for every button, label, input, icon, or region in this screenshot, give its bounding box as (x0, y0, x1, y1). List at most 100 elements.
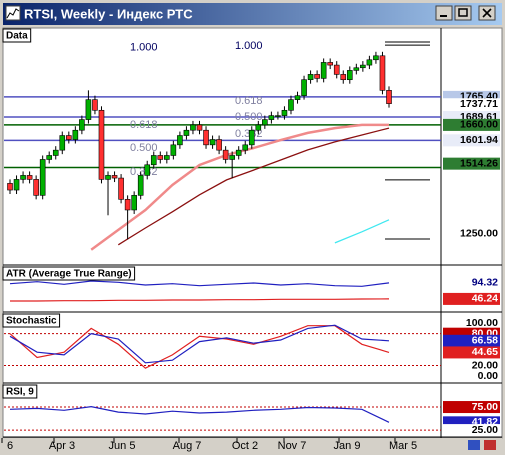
fib-label: 0.618 (235, 95, 263, 107)
pane-label-box (2, 313, 61, 328)
fib-label: 0.618 (130, 119, 158, 131)
candle-body (111, 175, 118, 179)
axis-label-bg (443, 424, 500, 437)
candle-body (157, 155, 164, 160)
pane-label: ATR (Average True Range) (6, 269, 132, 280)
app-icon (5, 5, 21, 21)
pane-label: RSI, 9 (6, 387, 34, 398)
indicator-line (9, 405, 390, 423)
candle-body (320, 62, 327, 79)
candle-body (79, 119, 85, 131)
indicator-line (117, 127, 390, 246)
candle-body (177, 135, 183, 146)
candle-body (118, 177, 124, 200)
axis-label: 25.00 (472, 424, 498, 436)
candle-body (340, 74, 347, 81)
candle-body (144, 164, 151, 176)
candle-body (124, 199, 131, 211)
axis-label: 44.65 (472, 346, 498, 358)
candle-body (85, 99, 92, 120)
axis-label-bg (443, 370, 500, 383)
pane-label: Data (6, 31, 28, 42)
axis-label: 1737.71 (460, 98, 498, 110)
fib-label: 1.000 (235, 40, 263, 52)
candle-body (98, 109, 105, 180)
axis-label: 100.00 (466, 317, 498, 329)
pane-label-box (2, 384, 38, 399)
candle-body (275, 115, 281, 117)
x-tick-label: Jun 5 (109, 440, 136, 452)
scroll-icon[interactable] (484, 440, 496, 450)
fib-label: 0.500 (235, 111, 263, 123)
candle-body (13, 179, 20, 191)
x-tick-label: Nov 7 (278, 440, 307, 452)
candle-body (281, 109, 288, 116)
axis-label: 20.00 (472, 359, 498, 371)
scroll-icon[interactable] (468, 440, 480, 450)
candle-body (66, 135, 72, 140)
axis-label: 66.58 (472, 335, 498, 347)
candle-body (353, 67, 360, 71)
candle-body (72, 129, 79, 140)
candle-body (248, 129, 255, 146)
x-axis-bar (3, 438, 502, 453)
x-tick-label: Oct 2 (232, 440, 258, 452)
pane-label-box (2, 28, 32, 43)
axis-label-bg (443, 134, 500, 147)
indicator-line (334, 219, 390, 244)
x-tick-label: Apr 3 (49, 440, 75, 452)
candle-body (373, 55, 379, 61)
candle-body (209, 139, 216, 146)
indicator-line (10, 298, 390, 302)
candle-body (46, 155, 53, 160)
app-icon-glyph (6, 8, 20, 19)
x-tick-label: Aug 7 (173, 440, 202, 452)
x-tick-label: 6 (7, 440, 13, 452)
candle-body (386, 90, 392, 104)
candle-body (150, 155, 157, 166)
axis-label-bg (443, 334, 500, 347)
candle-body (222, 149, 229, 160)
candle-body (92, 99, 98, 111)
axis-label: 75.00 (472, 401, 498, 413)
axis-label: 94.32 (472, 277, 498, 289)
axis-label-bg (443, 292, 500, 305)
indicator-line (9, 280, 390, 287)
chart-area (2, 27, 503, 439)
fib-label: 0.382 (130, 166, 158, 178)
candle-body (301, 79, 307, 96)
axis-label: 1514.26 (460, 157, 498, 169)
candle-body (26, 175, 33, 180)
axis-label: 1660.00 (460, 119, 498, 131)
axis-label-bg (443, 276, 500, 289)
pane-label: Stochastic (6, 316, 57, 327)
pane-label-box (2, 266, 136, 281)
axis-label-bg (443, 346, 500, 359)
candle-body (190, 124, 196, 131)
axis-label-bg (443, 118, 500, 131)
axis-label-bg (443, 157, 500, 170)
candle-body (294, 95, 301, 100)
candle-body (203, 129, 209, 146)
minimize-button[interactable] (435, 5, 453, 21)
axis-label-bg (443, 317, 500, 330)
axis-label: 1601.94 (460, 134, 498, 146)
axis-label: 46.24 (472, 293, 498, 305)
axis-label: 0.00 (478, 370, 499, 382)
close-button[interactable] (478, 5, 496, 21)
candle-body (196, 124, 203, 131)
candle-body (131, 195, 137, 211)
fib-label: 0.382 (235, 128, 263, 140)
axis-label-bg (443, 98, 500, 111)
candle-body (333, 64, 340, 75)
maximize-button[interactable] (454, 5, 472, 21)
candle-body (216, 139, 222, 151)
candle-body (39, 159, 46, 196)
candle-body (229, 155, 235, 160)
candle-body (242, 144, 249, 151)
candle-body (366, 59, 373, 66)
axis-label: 1250.00 (460, 228, 498, 240)
candle-body (33, 179, 39, 196)
candle-body (183, 129, 190, 136)
